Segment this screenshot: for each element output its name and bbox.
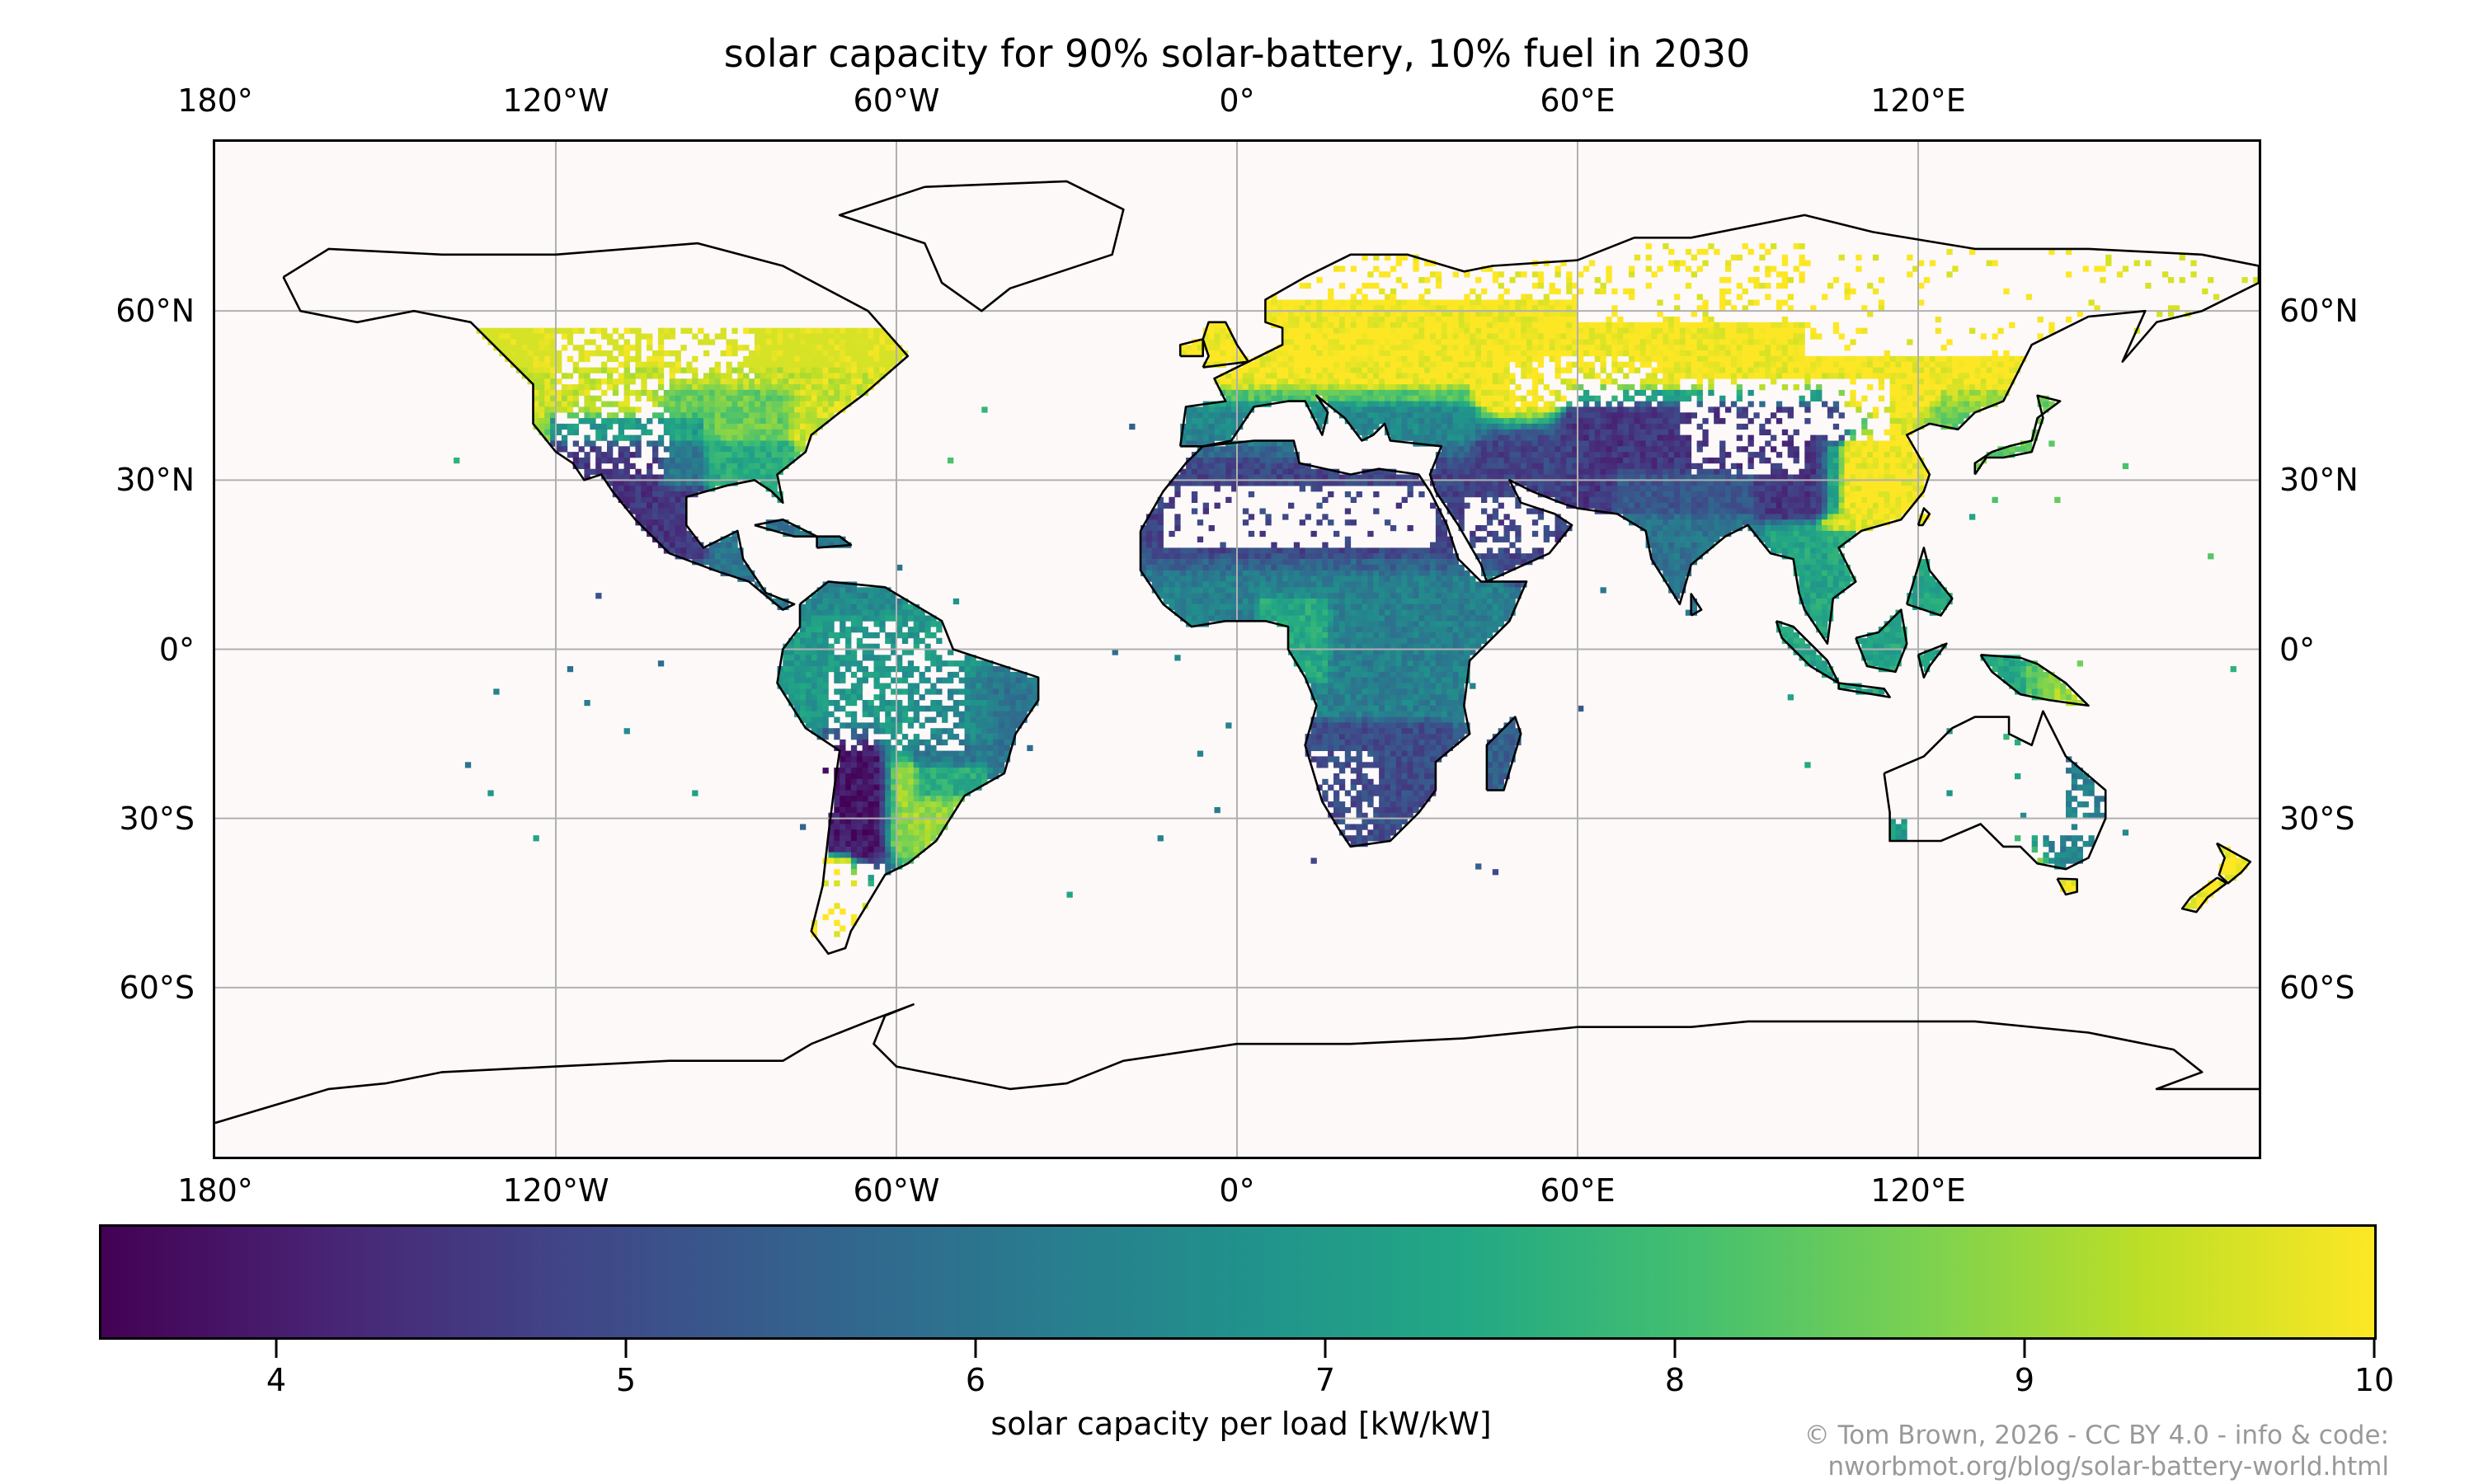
coastline bbox=[1855, 608, 1908, 674]
coastline bbox=[1837, 682, 1891, 698]
coastline bbox=[1485, 716, 1522, 791]
lon-label: 120°E bbox=[1870, 1172, 1966, 1209]
coastline bbox=[1973, 394, 2062, 476]
colorbar-tick-label: 8 bbox=[1664, 1362, 1686, 1398]
coastline bbox=[1202, 321, 1250, 369]
coastline bbox=[1917, 642, 1948, 679]
world-map bbox=[215, 142, 2259, 1157]
credit-line-2[interactable]: nworbmot.org/blog/solar-battery-world.ht… bbox=[1827, 1452, 2389, 1482]
colorbar-tick-label: 9 bbox=[2014, 1362, 2035, 1398]
colorbar-tick-label: 10 bbox=[2354, 1362, 2395, 1398]
lon-label: 60°W bbox=[853, 1172, 940, 1209]
lon-label: 120°W bbox=[502, 1172, 609, 1209]
map-plot-area bbox=[213, 139, 2261, 1159]
lat-label: 0° bbox=[2279, 631, 2316, 668]
colorbar-tick-label: 7 bbox=[1315, 1362, 1336, 1398]
coastline bbox=[816, 535, 853, 549]
lat-label: 0° bbox=[158, 631, 195, 668]
colorbar-label: solar capacity per load [kW/kW] bbox=[990, 1406, 1492, 1442]
lat-label: 60°N bbox=[115, 293, 195, 330]
lon-label: 180° bbox=[177, 82, 253, 119]
coastline bbox=[1178, 338, 1204, 358]
coastline bbox=[1178, 214, 2259, 646]
coastline bbox=[1883, 710, 2107, 871]
coastline bbox=[776, 580, 1040, 956]
colorbar-tick bbox=[1324, 1340, 1327, 1358]
lon-label: 0° bbox=[1219, 1172, 1255, 1209]
capacity-raster bbox=[454, 243, 2259, 937]
coastline bbox=[1139, 439, 1528, 848]
credit-line-1: © Tom Brown, 2026 - CC BY 4.0 - info & c… bbox=[1804, 1421, 2389, 1450]
lon-label: 180° bbox=[177, 1172, 253, 1209]
coastline bbox=[2180, 876, 2228, 913]
coastline bbox=[1690, 593, 1703, 617]
coastlines bbox=[215, 180, 2259, 1125]
coastline bbox=[1979, 654, 2090, 707]
coastline bbox=[1917, 507, 1931, 527]
coastline bbox=[282, 242, 910, 611]
coastline bbox=[215, 1003, 2259, 1125]
colorbar-tick-label: 6 bbox=[965, 1362, 986, 1398]
coastline bbox=[1905, 547, 1954, 617]
colorbar-tick-label: 5 bbox=[615, 1362, 637, 1398]
colorbar-tick bbox=[275, 1340, 278, 1358]
lon-label: 120°W bbox=[502, 82, 609, 119]
gridlines bbox=[215, 142, 2259, 1157]
coastline bbox=[838, 180, 1125, 312]
credit-text: © Tom Brown, 2026 - CC BY 4.0 - info & c… bbox=[1804, 1420, 2389, 1482]
lon-label: 0° bbox=[1219, 82, 1255, 119]
lat-label: 60°S bbox=[119, 969, 195, 1006]
lon-label: 60°E bbox=[1540, 82, 1616, 119]
colorbar-tick-label: 4 bbox=[266, 1362, 287, 1398]
lat-label: 30°S bbox=[119, 800, 195, 837]
chart-title: solar capacity for 90% solar-battery, 10… bbox=[723, 31, 1751, 76]
lat-label: 30°S bbox=[2279, 800, 2355, 837]
lat-label: 30°N bbox=[115, 462, 195, 499]
colorbar-tick bbox=[624, 1340, 628, 1358]
coastline bbox=[2215, 842, 2251, 885]
lon-label: 60°W bbox=[853, 82, 940, 119]
lon-label: 60°E bbox=[1540, 1172, 1616, 1209]
lon-label: 120°E bbox=[1870, 82, 1966, 119]
lat-label: 30°N bbox=[2279, 462, 2359, 499]
colorbar-tick bbox=[1673, 1340, 1677, 1358]
colorbar-tick bbox=[2373, 1340, 2376, 1358]
colorbar bbox=[99, 1224, 2377, 1340]
coastline bbox=[2056, 877, 2078, 896]
colorbar-tick bbox=[974, 1340, 977, 1358]
lat-label: 60°S bbox=[2279, 969, 2355, 1006]
colorbar-tick bbox=[2023, 1340, 2026, 1358]
lat-label: 60°N bbox=[2279, 293, 2359, 330]
